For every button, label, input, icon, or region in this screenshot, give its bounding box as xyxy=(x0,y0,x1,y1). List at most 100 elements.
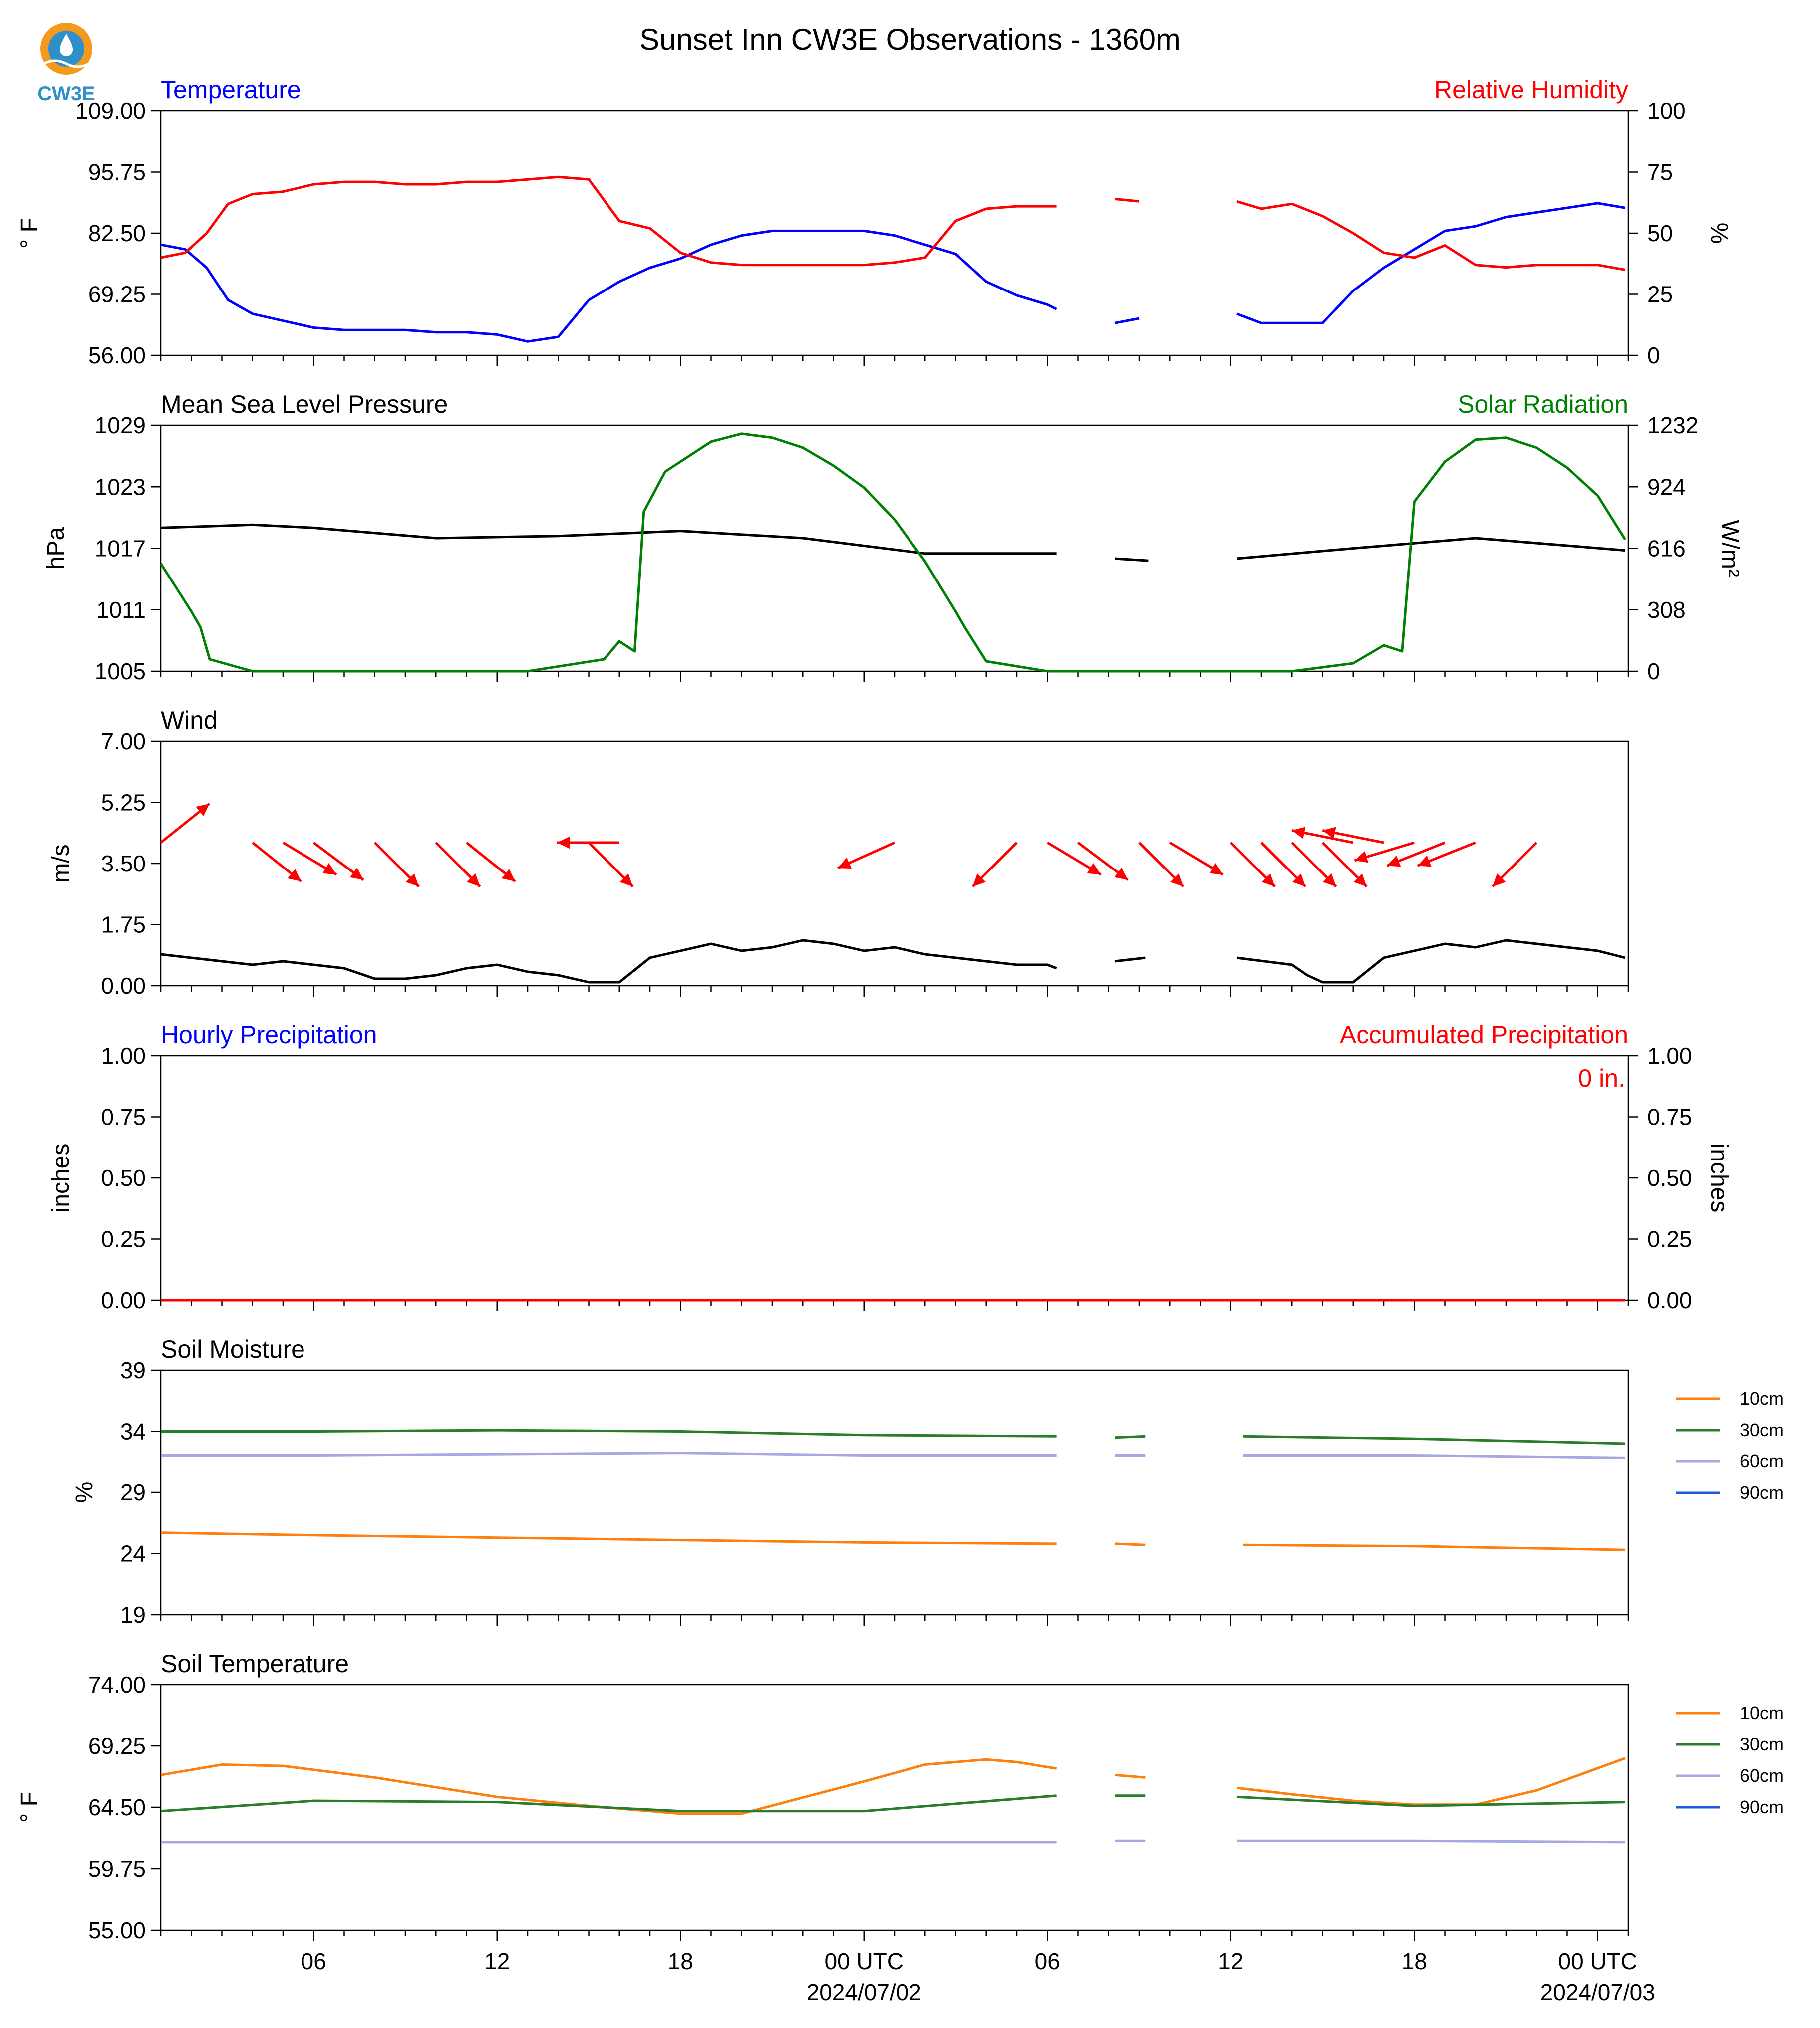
x-date-label: 2024/07/02 xyxy=(807,1979,921,2005)
y-left-axis-label: ° F xyxy=(16,218,43,249)
x-tick-label: 18 xyxy=(668,1948,693,1974)
y-right-tick-label: 0.25 xyxy=(1647,1226,1692,1252)
panel-wind: 7.00 5.25 3.50 1.75 0.00 Wind m/s xyxy=(48,706,1629,999)
y-left-axis-label: ° F xyxy=(16,1792,43,1823)
wind-arrow-head xyxy=(1087,863,1101,875)
y-left-tick-label: 56.00 xyxy=(88,342,146,368)
wind-arrow-head xyxy=(838,857,852,869)
panel-soil-moisture: 39 34 29 24 19 Soil Moisture% 10cm 30cm 60cm 90cm xyxy=(71,1335,1784,1628)
legend-label-30cm: 30cm xyxy=(1740,1734,1784,1754)
wind-arrow-head xyxy=(557,836,570,849)
wind-arrow-head xyxy=(1114,868,1128,880)
wind-arrow-head xyxy=(322,863,337,875)
series-line-mean-sea-level-pressure xyxy=(160,523,1626,562)
panel-title-left: Wind xyxy=(161,706,218,734)
wind-arrow-head xyxy=(288,869,302,882)
panel-mean-sea-level-pressure: 1029 1023 1017 1011 1005 1232 924 616 308 0 Mean S… xyxy=(43,390,1743,684)
y-right-axis-label: % xyxy=(1706,223,1732,244)
plot-frame xyxy=(160,1684,1629,1931)
plot-frame xyxy=(160,1369,1629,1616)
y-right-tick-label: 924 xyxy=(1647,474,1686,500)
x-date-label: 2024/07/03 xyxy=(1540,1979,1655,2005)
x-tick-label: 12 xyxy=(484,1948,510,1974)
y-left-tick-label: 0.50 xyxy=(101,1165,146,1191)
logo-wave xyxy=(43,59,90,68)
y-left-axis-label: % xyxy=(71,1482,98,1503)
x-tick-label: 00 UTC xyxy=(825,1948,904,1974)
wind-arrow-head xyxy=(1292,873,1306,887)
y-left-tick-label: 0.00 xyxy=(101,973,146,999)
y-right-tick-label: 1232 xyxy=(1647,412,1698,438)
panel-title-right: Solar Radiation xyxy=(1458,390,1628,418)
y-right-tick-label: 0 xyxy=(1647,342,1660,368)
series-line-10cm xyxy=(160,1757,1626,1815)
y-left-tick-label: 19 xyxy=(120,1602,146,1628)
wind-arrow-head xyxy=(1170,873,1184,887)
y-left-tick-label: 1.75 xyxy=(101,912,146,938)
series-line-30cm xyxy=(161,1429,1625,1445)
y-left-tick-label: 64.50 xyxy=(88,1794,146,1820)
wind-arrow-head xyxy=(1322,827,1336,839)
y-left-tick-label: 3.50 xyxy=(101,851,146,876)
y-left-axis-label: hPa xyxy=(43,527,69,570)
y-left-tick-label: 1023 xyxy=(95,474,146,500)
y-left-axis-label: inches xyxy=(48,1144,74,1213)
series-line-60cm xyxy=(161,1839,1625,1844)
panel-temperature: 109.00 95.75 82.50 69.25 56.00 100 75 50 25 0 Temp… xyxy=(16,76,1732,368)
y-left-tick-label: 74.00 xyxy=(88,1672,146,1698)
series-line-wind xyxy=(160,939,1626,984)
y-left-tick-label: 7.00 xyxy=(101,728,146,754)
plot-frame xyxy=(160,1055,1629,1301)
legend-label-10cm: 10cm xyxy=(1740,1388,1784,1409)
panel-hourly-precipitation: 1.00 0.75 0.50 0.25 0.00 1.00 0.75 0.50 0.25 0.00… xyxy=(48,1021,1732,1313)
series-line-solar-radiation xyxy=(159,432,1627,673)
y-right-tick-label: 0.00 xyxy=(1647,1287,1692,1313)
figure-title: Sunset Inn CW3E Observations - 1360m xyxy=(639,23,1181,56)
wind-arrow-head xyxy=(1353,873,1367,887)
wind-arrow-head xyxy=(1209,863,1223,875)
legend-label-90cm: 90cm xyxy=(1740,1797,1784,1817)
y-left-tick-label: 5.25 xyxy=(101,790,146,816)
wind-arrow-head xyxy=(972,873,986,887)
chart-panels: 109.00 95.75 82.50 69.25 56.00 100 75 50 25 0 Temp… xyxy=(16,76,1784,1943)
wind-arrow-head xyxy=(619,873,633,887)
logo-drop-icon xyxy=(60,34,73,56)
logo-text: CW3E xyxy=(37,83,95,105)
y-left-tick-label: 0.25 xyxy=(101,1226,146,1252)
y-left-tick-label: 95.75 xyxy=(88,159,146,185)
y-left-tick-label: 55.00 xyxy=(88,1917,146,1943)
wind-arrow-head xyxy=(467,873,480,887)
y-right-tick-label: 100 xyxy=(1647,98,1686,124)
y-left-axis-label: m/s xyxy=(48,844,74,882)
panel-title-left: Temperature xyxy=(161,76,301,104)
legend: 10cm 30cm 60cm 90cm xyxy=(1676,1388,1784,1503)
cw3e-logo: CW3E xyxy=(37,23,95,105)
legend-label-90cm: 90cm xyxy=(1740,1482,1784,1503)
y-left-tick-label: 69.25 xyxy=(88,1733,146,1759)
wind-arrow-head xyxy=(1323,873,1336,887)
legend: 10cm 30cm 60cm 90cm xyxy=(1676,1703,1784,1817)
wind-arrow-head xyxy=(501,869,516,882)
panel-soil-temperature: 74.00 69.25 64.50 59.75 55.00 Soil Temperatur… xyxy=(16,1650,1784,1943)
y-left-tick-label: 109.00 xyxy=(75,98,146,124)
y-right-axis-label: W/m² xyxy=(1717,520,1743,577)
legend-label-60cm: 60cm xyxy=(1740,1765,1784,1786)
y-left-tick-label: 59.75 xyxy=(88,1856,146,1882)
x-tick-label: 00 UTC xyxy=(1558,1948,1637,1974)
y-left-tick-label: 0.00 xyxy=(101,1287,146,1313)
panel-title-left: Mean Sea Level Pressure xyxy=(161,390,448,418)
y-right-tick-label: 75 xyxy=(1647,159,1673,185)
x-tick-label: 18 xyxy=(1402,1948,1427,1974)
y-left-tick-label: 1017 xyxy=(95,536,146,562)
panel-title-left: Soil Temperature xyxy=(161,1650,349,1678)
time-axis-labels: 06 12 18 00 UTC 06 12 18 00 UTC 2024/07/02 2024/0… xyxy=(301,1948,1655,2005)
wind-arrow-head xyxy=(405,873,419,887)
y-left-tick-label: 1011 xyxy=(96,597,146,623)
y-right-tick-label: 1.00 xyxy=(1647,1043,1692,1069)
panel-title-right: Accumulated Precipitation xyxy=(1340,1021,1628,1049)
y-left-tick-label: 82.50 xyxy=(88,220,146,246)
panel-title-right: Relative Humidity xyxy=(1434,76,1628,104)
y-left-tick-label: 24 xyxy=(120,1541,146,1567)
series-line-30cm xyxy=(160,1794,1625,1813)
x-tick-label: 12 xyxy=(1218,1948,1243,1974)
